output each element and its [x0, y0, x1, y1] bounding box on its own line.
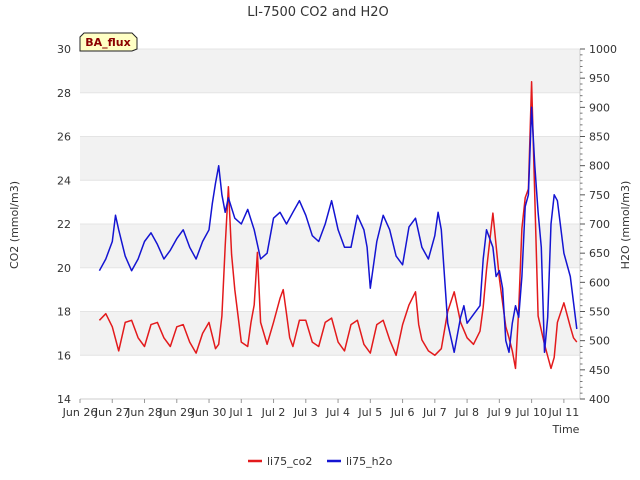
y-right-tick-label-0: 400 — [589, 393, 610, 406]
y-axis-right-label: H2O (mmol/m3) — [619, 181, 632, 270]
x-tick-label-14: Jul 10 — [515, 406, 547, 419]
y-right-tick-label-6: 700 — [589, 218, 610, 231]
chart-title: LI-7500 CO2 and H2O — [247, 5, 389, 20]
legend-label-h2o: li75_h2o — [346, 455, 393, 468]
x-tick-label-3: Jun 29 — [158, 406, 194, 419]
y-axis-left-label: CO2 (mmol/m3) — [8, 181, 21, 269]
x-tick-label-0: Jun 26 — [62, 406, 98, 419]
x-tick-label-8: Jul 4 — [325, 406, 350, 419]
x-tick-label-12: Jul 8 — [454, 406, 479, 419]
band-5 — [80, 136, 580, 181]
series-line-li75_co2 — [98, 81, 578, 370]
legend-label-co2: li75_co2 — [267, 455, 312, 468]
badge-shape — [79, 32, 138, 52]
series-line-li75_h2o — [98, 106, 578, 354]
y-right-tick-label-3: 550 — [589, 306, 610, 319]
y-right-tick-label-8: 800 — [589, 160, 610, 173]
y-right-tick-label-7: 750 — [589, 189, 610, 202]
ba-flux-badge: BA_flux — [79, 32, 138, 52]
series-layer — [98, 81, 578, 370]
x-tick-label-11: Jul 7 — [422, 406, 447, 419]
x-tick-label-13: Jul 9 — [486, 406, 511, 419]
y-right-tick-label-1: 450 — [589, 364, 610, 377]
y-left-tick-label-7: 28 — [57, 87, 71, 100]
legend: li75_co2 li75_h2o — [248, 455, 393, 468]
x-tick-label-15: Jul 11 — [547, 406, 579, 419]
band-3 — [80, 224, 580, 268]
x-tick-label-6: Jul 2 — [261, 406, 286, 419]
x-tick-label-4: Jun 30 — [191, 406, 227, 419]
badge-label: BA_flux — [85, 36, 130, 49]
y-right-tick-label-10: 900 — [589, 101, 610, 114]
y-left-tick-label-5: 24 — [57, 174, 71, 187]
x-tick-label-9: Jul 5 — [357, 406, 382, 419]
y-left-tick-label-8: 30 — [57, 43, 71, 56]
y-left-tick-label-4: 22 — [57, 218, 71, 231]
x-tick-label-10: Jul 6 — [390, 406, 415, 419]
y-left-tick-label-3: 20 — [57, 262, 71, 275]
y-right-tick-label-11: 950 — [589, 72, 610, 85]
x-tick-label-1: Jun 27 — [94, 406, 130, 419]
band-7 — [80, 49, 580, 93]
y-right-tick-label-4: 600 — [589, 276, 610, 289]
y-right-tick-label-9: 850 — [589, 131, 610, 144]
y-right-tick-label-12: 1000 — [589, 43, 617, 56]
x-tick-label-2: Jun 28 — [126, 406, 162, 419]
x-tick-label-7: Jul 3 — [293, 406, 318, 419]
y-right-tick-label-2: 500 — [589, 335, 610, 348]
y-axis-right: 400 450 500 550 600 650 700 750 800 850 900 950 1000 — [580, 43, 617, 406]
x-tick-label-5: Jul 1 — [228, 406, 253, 419]
x-axis-label: Time — [552, 423, 580, 436]
y-left-tick-label-0: 14 — [57, 393, 71, 406]
y-left-tick-label-2: 18 — [57, 306, 71, 319]
y-left-tick-label-6: 26 — [57, 131, 71, 144]
y-left-tick-label-1: 16 — [57, 349, 71, 362]
y-right-tick-label-5: 650 — [589, 247, 610, 260]
background-bands — [80, 48, 580, 400]
y-axis-left: 14 16 18 20 22 24 26 28 30 — [57, 43, 71, 406]
